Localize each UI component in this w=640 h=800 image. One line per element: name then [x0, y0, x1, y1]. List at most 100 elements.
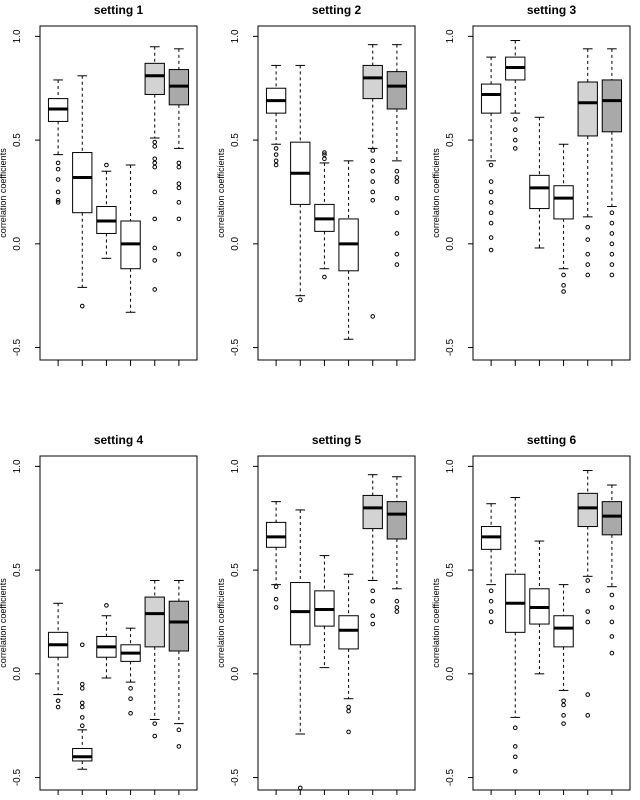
outlier-point: [512, 769, 518, 774]
outlier-point: [561, 698, 566, 704]
box-5: [144, 46, 165, 366]
outlier-point: [512, 127, 518, 133]
plot-frame: [472, 25, 631, 361]
outlier-point: [370, 621, 376, 627]
iqr-box: [168, 600, 190, 652]
outlier-point: [176, 181, 182, 186]
box-3: [529, 116, 550, 366]
panel-title: setting 1: [94, 3, 144, 17]
panel-title: setting 3: [527, 3, 577, 17]
iqr-box: [144, 62, 165, 95]
iqr-box: [553, 615, 574, 648]
outlier-point: [55, 189, 61, 195]
y-axis-label: correlation coefficients: [216, 148, 226, 238]
y-tick-label: 0.0: [445, 666, 456, 680]
plot-frame: [257, 455, 416, 791]
outlier-point: [152, 164, 158, 170]
iqr-box: [601, 501, 623, 536]
box-5: [144, 579, 165, 796]
outlier-point: [273, 152, 279, 157]
panel-title: setting 4: [94, 433, 144, 447]
outlier-point: [585, 237, 591, 242]
outlier-point: [488, 179, 494, 184]
outlier-point: [394, 605, 400, 610]
outlier-point: [394, 598, 400, 604]
outlier-point: [176, 160, 182, 166]
box-6: [386, 44, 408, 366]
outlier-point: [322, 156, 327, 162]
box-5: [362, 44, 383, 366]
outlier-point: [512, 725, 518, 731]
outlier-point: [394, 179, 400, 184]
box-1: [480, 56, 502, 366]
box-3: [314, 555, 335, 796]
outlier-point: [609, 272, 615, 278]
outlier-point: [585, 578, 591, 583]
outlier-point: [346, 704, 351, 710]
outlier-point: [152, 216, 158, 222]
box-2: [72, 642, 93, 796]
outlier-point: [561, 713, 566, 718]
outlier-point: [561, 289, 566, 294]
outlier-point: [561, 702, 566, 708]
outlier-point: [370, 197, 376, 203]
y-tick-label: -0.5: [12, 769, 23, 787]
outlier-point: [55, 698, 61, 704]
outlier-point: [322, 150, 327, 155]
panel-title: setting 6: [527, 433, 577, 447]
box-3: [529, 540, 550, 796]
outlier-point: [561, 272, 566, 278]
plot-frame: [472, 455, 631, 791]
outlier-point: [55, 166, 61, 172]
y-tick-label: 0.0: [12, 666, 23, 680]
outlier-point: [176, 727, 182, 733]
outlier-point: [585, 713, 591, 718]
box-1: [47, 79, 69, 366]
outlier-point: [488, 235, 494, 240]
outlier-point: [370, 179, 376, 184]
box-6: [168, 579, 190, 796]
panel-setting-2: setting 2 -0.5 0.0 0.5 1.0 correlation coeffi…: [216, 3, 416, 366]
outlier-point: [488, 598, 494, 604]
iqr-box: [386, 501, 408, 540]
outlier-point: [273, 162, 279, 168]
outlier-point: [346, 729, 351, 735]
panel-setting-5: setting 5 -0.5 0.0 0.5 1.0 correlation coeffi…: [216, 433, 416, 796]
outlier-point: [79, 686, 85, 691]
box-1: [480, 503, 502, 796]
outlier-point: [585, 224, 591, 230]
y-tick-label: 0.5: [12, 133, 23, 147]
outlier-point: [512, 744, 518, 749]
outlier-point: [488, 609, 494, 614]
box-6: [386, 476, 408, 796]
outlier-point: [488, 200, 494, 205]
box-2: [505, 496, 526, 796]
outlier-point: [609, 634, 615, 639]
y-tick-label: -0.5: [230, 339, 241, 357]
y-axis-label: correlation coefficients: [0, 578, 8, 668]
outlier-point: [152, 258, 158, 263]
outlier-point: [79, 700, 85, 706]
y-tick-label: 1.0: [230, 29, 241, 43]
outlier-point: [273, 158, 279, 164]
outlier-point: [609, 231, 615, 236]
plot-frame: [257, 25, 416, 361]
outlier-point: [55, 704, 61, 710]
box-4: [120, 627, 141, 796]
panel-setting-3: setting 3 -0.5 0.0 0.5 1.0 correlation coeffi…: [431, 3, 631, 366]
outlier-point: [55, 177, 61, 182]
outlier-point: [152, 287, 158, 292]
outlier-point: [370, 189, 376, 195]
box-1: [47, 602, 69, 796]
y-axis-label: correlation coefficients: [216, 578, 226, 668]
outlier-point: [273, 146, 279, 151]
box-2: [290, 64, 311, 366]
outlier-point: [370, 148, 376, 153]
outlier-point: [370, 314, 376, 319]
iqr-box: [144, 596, 165, 648]
outlier-point: [512, 137, 518, 143]
y-tick-label: -0.5: [445, 769, 456, 787]
outlier-point: [561, 721, 566, 726]
outlier-point: [176, 216, 182, 222]
